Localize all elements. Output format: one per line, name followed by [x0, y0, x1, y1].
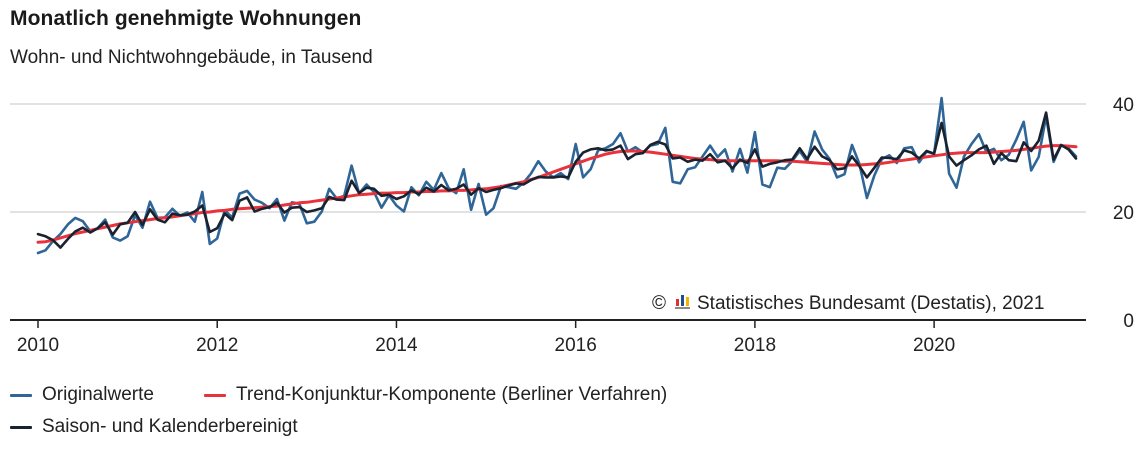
legend-swatch-seasonal	[10, 425, 32, 429]
chart-subtitle: Wohn- und Nichtwohngebäude, in Tausend	[10, 47, 373, 68]
series-line-original	[36, 96, 1078, 255]
legend-item-original: Originalwerte	[10, 384, 154, 406]
x-tick-label: 2018	[734, 335, 776, 356]
copyright-symbol: ©	[652, 293, 666, 314]
legend-label-original: Originalwerte	[42, 384, 154, 405]
x-tick-label: 2016	[555, 335, 597, 356]
legend-label-seasonal: Saison- und Kalenderbereinigt	[42, 416, 298, 437]
chart-title: Monatlich genehmigte Wohnungen	[10, 7, 362, 30]
y-tick-label: 20	[1113, 203, 1134, 224]
grid-lines	[10, 103, 1086, 213]
legend-swatch-original	[10, 393, 32, 397]
y-axis-labels: 0 20 40	[1113, 95, 1134, 332]
legend-swatch-trend	[204, 393, 226, 397]
x-tick-label: 2010	[17, 335, 59, 356]
legend-label-trend: Trend-Konjunktur-Komponente (Berliner Ve…	[236, 384, 668, 405]
series-line-trend	[36, 144, 1078, 244]
y-tick-label: 40	[1113, 95, 1134, 116]
series-lines	[36, 96, 1078, 255]
x-axis: 2010 2012 2014 2016 2018 2020	[10, 319, 1086, 356]
source-text: Statistisches Bundesamt (Destatis), 2021	[697, 293, 1044, 314]
source-note: © Statistisches Bundesamt (Destatis), 20…	[652, 293, 1044, 314]
x-tick-label: 2020	[913, 335, 955, 356]
legend-item-trend: Trend-Konjunktur-Komponente (Berliner Ve…	[204, 384, 667, 406]
legend-item-seasonal: Saison- und Kalenderbereinigt	[10, 416, 298, 438]
destatis-logo-icon	[675, 295, 690, 309]
x-tick-label: 2012	[196, 335, 238, 356]
series-line-seasonal	[36, 111, 1078, 249]
y-tick-label: 0	[1123, 311, 1134, 332]
x-tick-label: 2014	[375, 335, 418, 356]
